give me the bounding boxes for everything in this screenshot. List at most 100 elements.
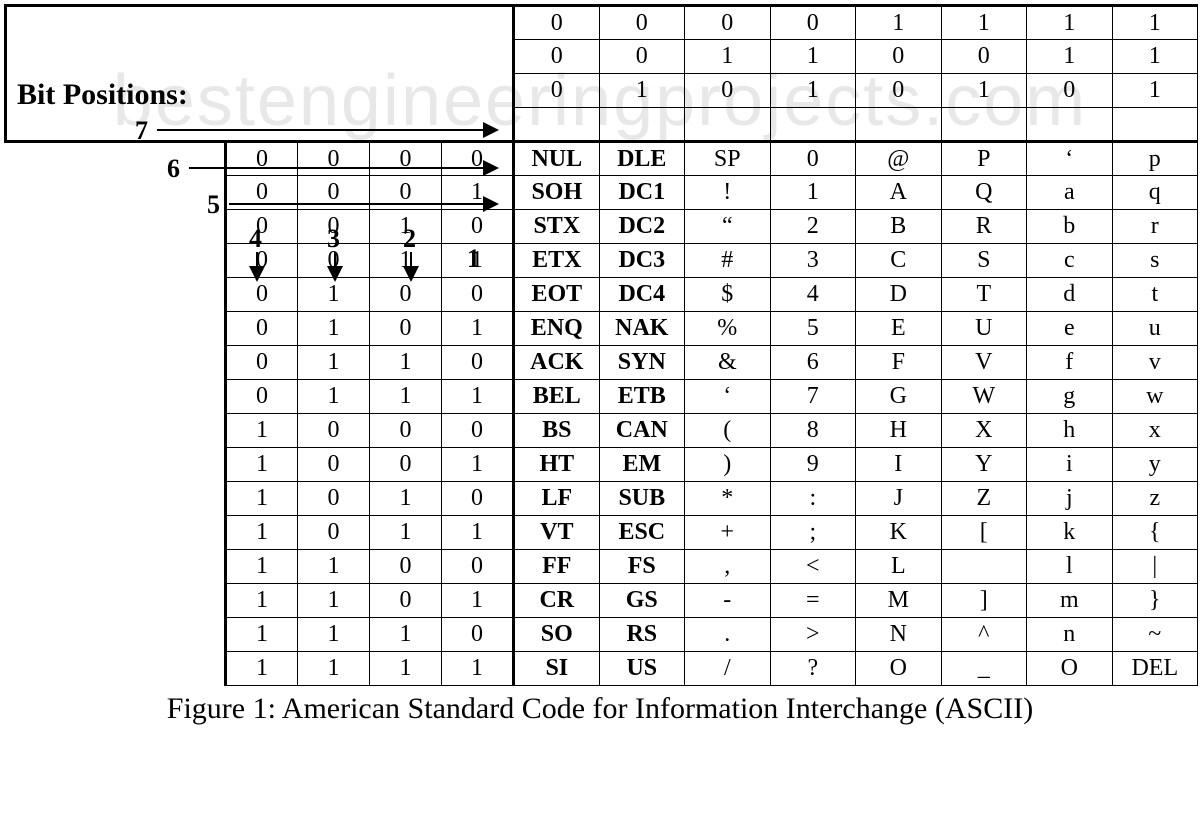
ascii-cell: c — [1027, 244, 1113, 278]
ascii-cell: - — [685, 584, 771, 618]
bit-cell: 1 — [226, 414, 298, 448]
figure-container: Bit Positions: 7 6 5 4 3 2 1 0 0 0 0 1 1… — [4, 4, 1196, 726]
ascii-cell: f — [1027, 346, 1113, 380]
ascii-cell: O — [1027, 652, 1113, 686]
ascii-cell: m — [1027, 584, 1113, 618]
header-spacer — [685, 108, 771, 142]
ascii-cell: SO — [514, 618, 600, 652]
ascii-cell: s — [1112, 244, 1198, 278]
ascii-cell: 2 — [770, 210, 856, 244]
ascii-cell: % — [685, 312, 771, 346]
ascii-cell: F — [856, 346, 942, 380]
bit-cell: 0 — [298, 482, 370, 516]
ascii-cell: ] — [941, 584, 1027, 618]
bit-cell: 0 — [442, 482, 514, 516]
ascii-cell: GS — [599, 584, 685, 618]
row-lead-blank — [6, 448, 226, 482]
header-cell: 0 — [941, 40, 1027, 74]
ascii-cell: NUL — [514, 142, 600, 176]
row-lead-blank — [6, 482, 226, 516]
ascii-cell: g — [1027, 380, 1113, 414]
ascii-cell: ~ — [1112, 618, 1198, 652]
ascii-cell: . — [685, 618, 771, 652]
table-row: 1111SIUS/?O_ODEL — [6, 652, 1198, 686]
table-row: 0000NULDLESP0@P‘p — [6, 142, 1198, 176]
ascii-cell: BS — [514, 414, 600, 448]
ascii-cell: CR — [514, 584, 600, 618]
ascii-cell: US — [599, 652, 685, 686]
header-cell: 0 — [770, 6, 856, 40]
ascii-cell: U — [941, 312, 1027, 346]
ascii-cell: 9 — [770, 448, 856, 482]
ascii-cell: # — [685, 244, 771, 278]
row-lead-blank — [6, 584, 226, 618]
ascii-cell: Q — [941, 176, 1027, 210]
table-row: 0110ACKSYN&6FVfv — [6, 346, 1198, 380]
ascii-cell: X — [941, 414, 1027, 448]
ascii-cell: NAK — [599, 312, 685, 346]
ascii-cell: ! — [685, 176, 771, 210]
ascii-cell: 1 — [770, 176, 856, 210]
row-lead-blank — [6, 346, 226, 380]
table-row: 1011VTESC+;K[k{ — [6, 516, 1198, 550]
ascii-cell: ‘ — [1027, 142, 1113, 176]
ascii-cell: ESC — [599, 516, 685, 550]
ascii-cell: RS — [599, 618, 685, 652]
header-spacer — [599, 108, 685, 142]
ascii-cell: q — [1112, 176, 1198, 210]
ascii-cell: z — [1112, 482, 1198, 516]
ascii-cell: G — [856, 380, 942, 414]
header-cell: 0 — [514, 6, 600, 40]
table-row: 0001SOHDC1!1AQaq — [6, 176, 1198, 210]
ascii-cell: + — [685, 516, 771, 550]
row-lead-blank — [6, 142, 226, 176]
ascii-cell: DC1 — [599, 176, 685, 210]
ascii-cell: _ — [941, 652, 1027, 686]
bit-cell: 1 — [370, 380, 442, 414]
ascii-cell: & — [685, 346, 771, 380]
ascii-cell: } — [1112, 584, 1198, 618]
ascii-cell: B — [856, 210, 942, 244]
ascii-cell: { — [1112, 516, 1198, 550]
bit-cell: 0 — [442, 278, 514, 312]
bit-cell: 0 — [370, 142, 442, 176]
header-cell: 1 — [1112, 74, 1198, 108]
ascii-cell: | — [1112, 550, 1198, 584]
bit-cell: 1 — [370, 652, 442, 686]
arrow-bit4 — [256, 252, 258, 280]
ascii-cell: w — [1112, 380, 1198, 414]
ascii-cell: CAN — [599, 414, 685, 448]
bit-label-6: 6 — [167, 154, 180, 184]
ascii-cell: b — [1027, 210, 1113, 244]
ascii-cell: Z — [941, 482, 1027, 516]
table-row: 0011ETXDC3#3CScs — [6, 244, 1198, 278]
header-cell: 1 — [1112, 40, 1198, 74]
ascii-cell: N — [856, 618, 942, 652]
bit-cell: 1 — [226, 448, 298, 482]
ascii-cell: EM — [599, 448, 685, 482]
arrow-bit2 — [410, 252, 412, 280]
ascii-cell: DEL — [1112, 652, 1198, 686]
table-row: 1100FFFS,<Ll| — [6, 550, 1198, 584]
row-lead-blank — [6, 618, 226, 652]
bit-cell: 0 — [298, 142, 370, 176]
ascii-cell: H — [856, 414, 942, 448]
bit-cell: 1 — [442, 380, 514, 414]
table-row: 0010STXDC2“2BRbr — [6, 210, 1198, 244]
bit-cell: 0 — [442, 618, 514, 652]
bit-cell: 1 — [442, 312, 514, 346]
arrow-bit6 — [189, 167, 497, 169]
ascii-cell: K — [856, 516, 942, 550]
bit-cell: 1 — [226, 652, 298, 686]
ascii-cell: EOT — [514, 278, 600, 312]
header-spacer — [1112, 108, 1198, 142]
ascii-cell: HT — [514, 448, 600, 482]
ascii-cell: R — [941, 210, 1027, 244]
bit-cell: 0 — [370, 448, 442, 482]
header-cell: 0 — [685, 6, 771, 40]
header-cell: 1 — [770, 40, 856, 74]
header-cell: 1 — [770, 74, 856, 108]
ascii-cell: ETB — [599, 380, 685, 414]
bit-cell: 0 — [442, 550, 514, 584]
ascii-cell: A — [856, 176, 942, 210]
